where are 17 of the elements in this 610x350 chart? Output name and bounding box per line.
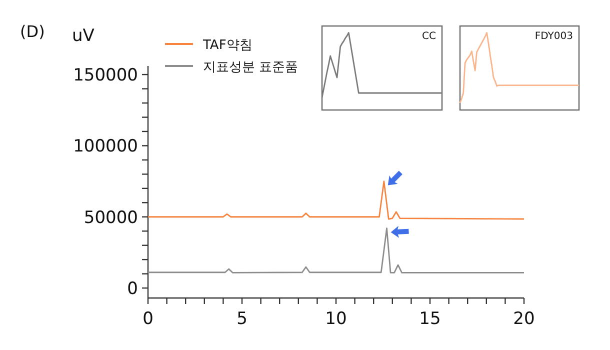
chart-title: FDY003	[534, 31, 573, 42]
x-tick-label: 5	[236, 309, 248, 329]
chart-title: (D)	[20, 22, 45, 41]
y-tick-label: 100000	[73, 136, 138, 157]
y-tick-label: 0	[127, 279, 138, 300]
x-tick-label: 20	[513, 309, 535, 329]
x-tick-label: 15	[419, 309, 441, 329]
line-series	[147, 180, 525, 220]
y-tick-label: 50000	[84, 208, 138, 228]
y-tick-label: 150000	[73, 66, 138, 86]
legend-label: TAF약침	[202, 38, 252, 53]
legend-label: 지표성분 표준품	[203, 60, 298, 75]
y-axis-title: uV	[72, 26, 95, 46]
chart-title: CC	[422, 31, 436, 42]
x-tick-label: 10	[325, 309, 347, 329]
line-series	[147, 228, 525, 274]
x-tick-label: 0	[142, 309, 154, 329]
